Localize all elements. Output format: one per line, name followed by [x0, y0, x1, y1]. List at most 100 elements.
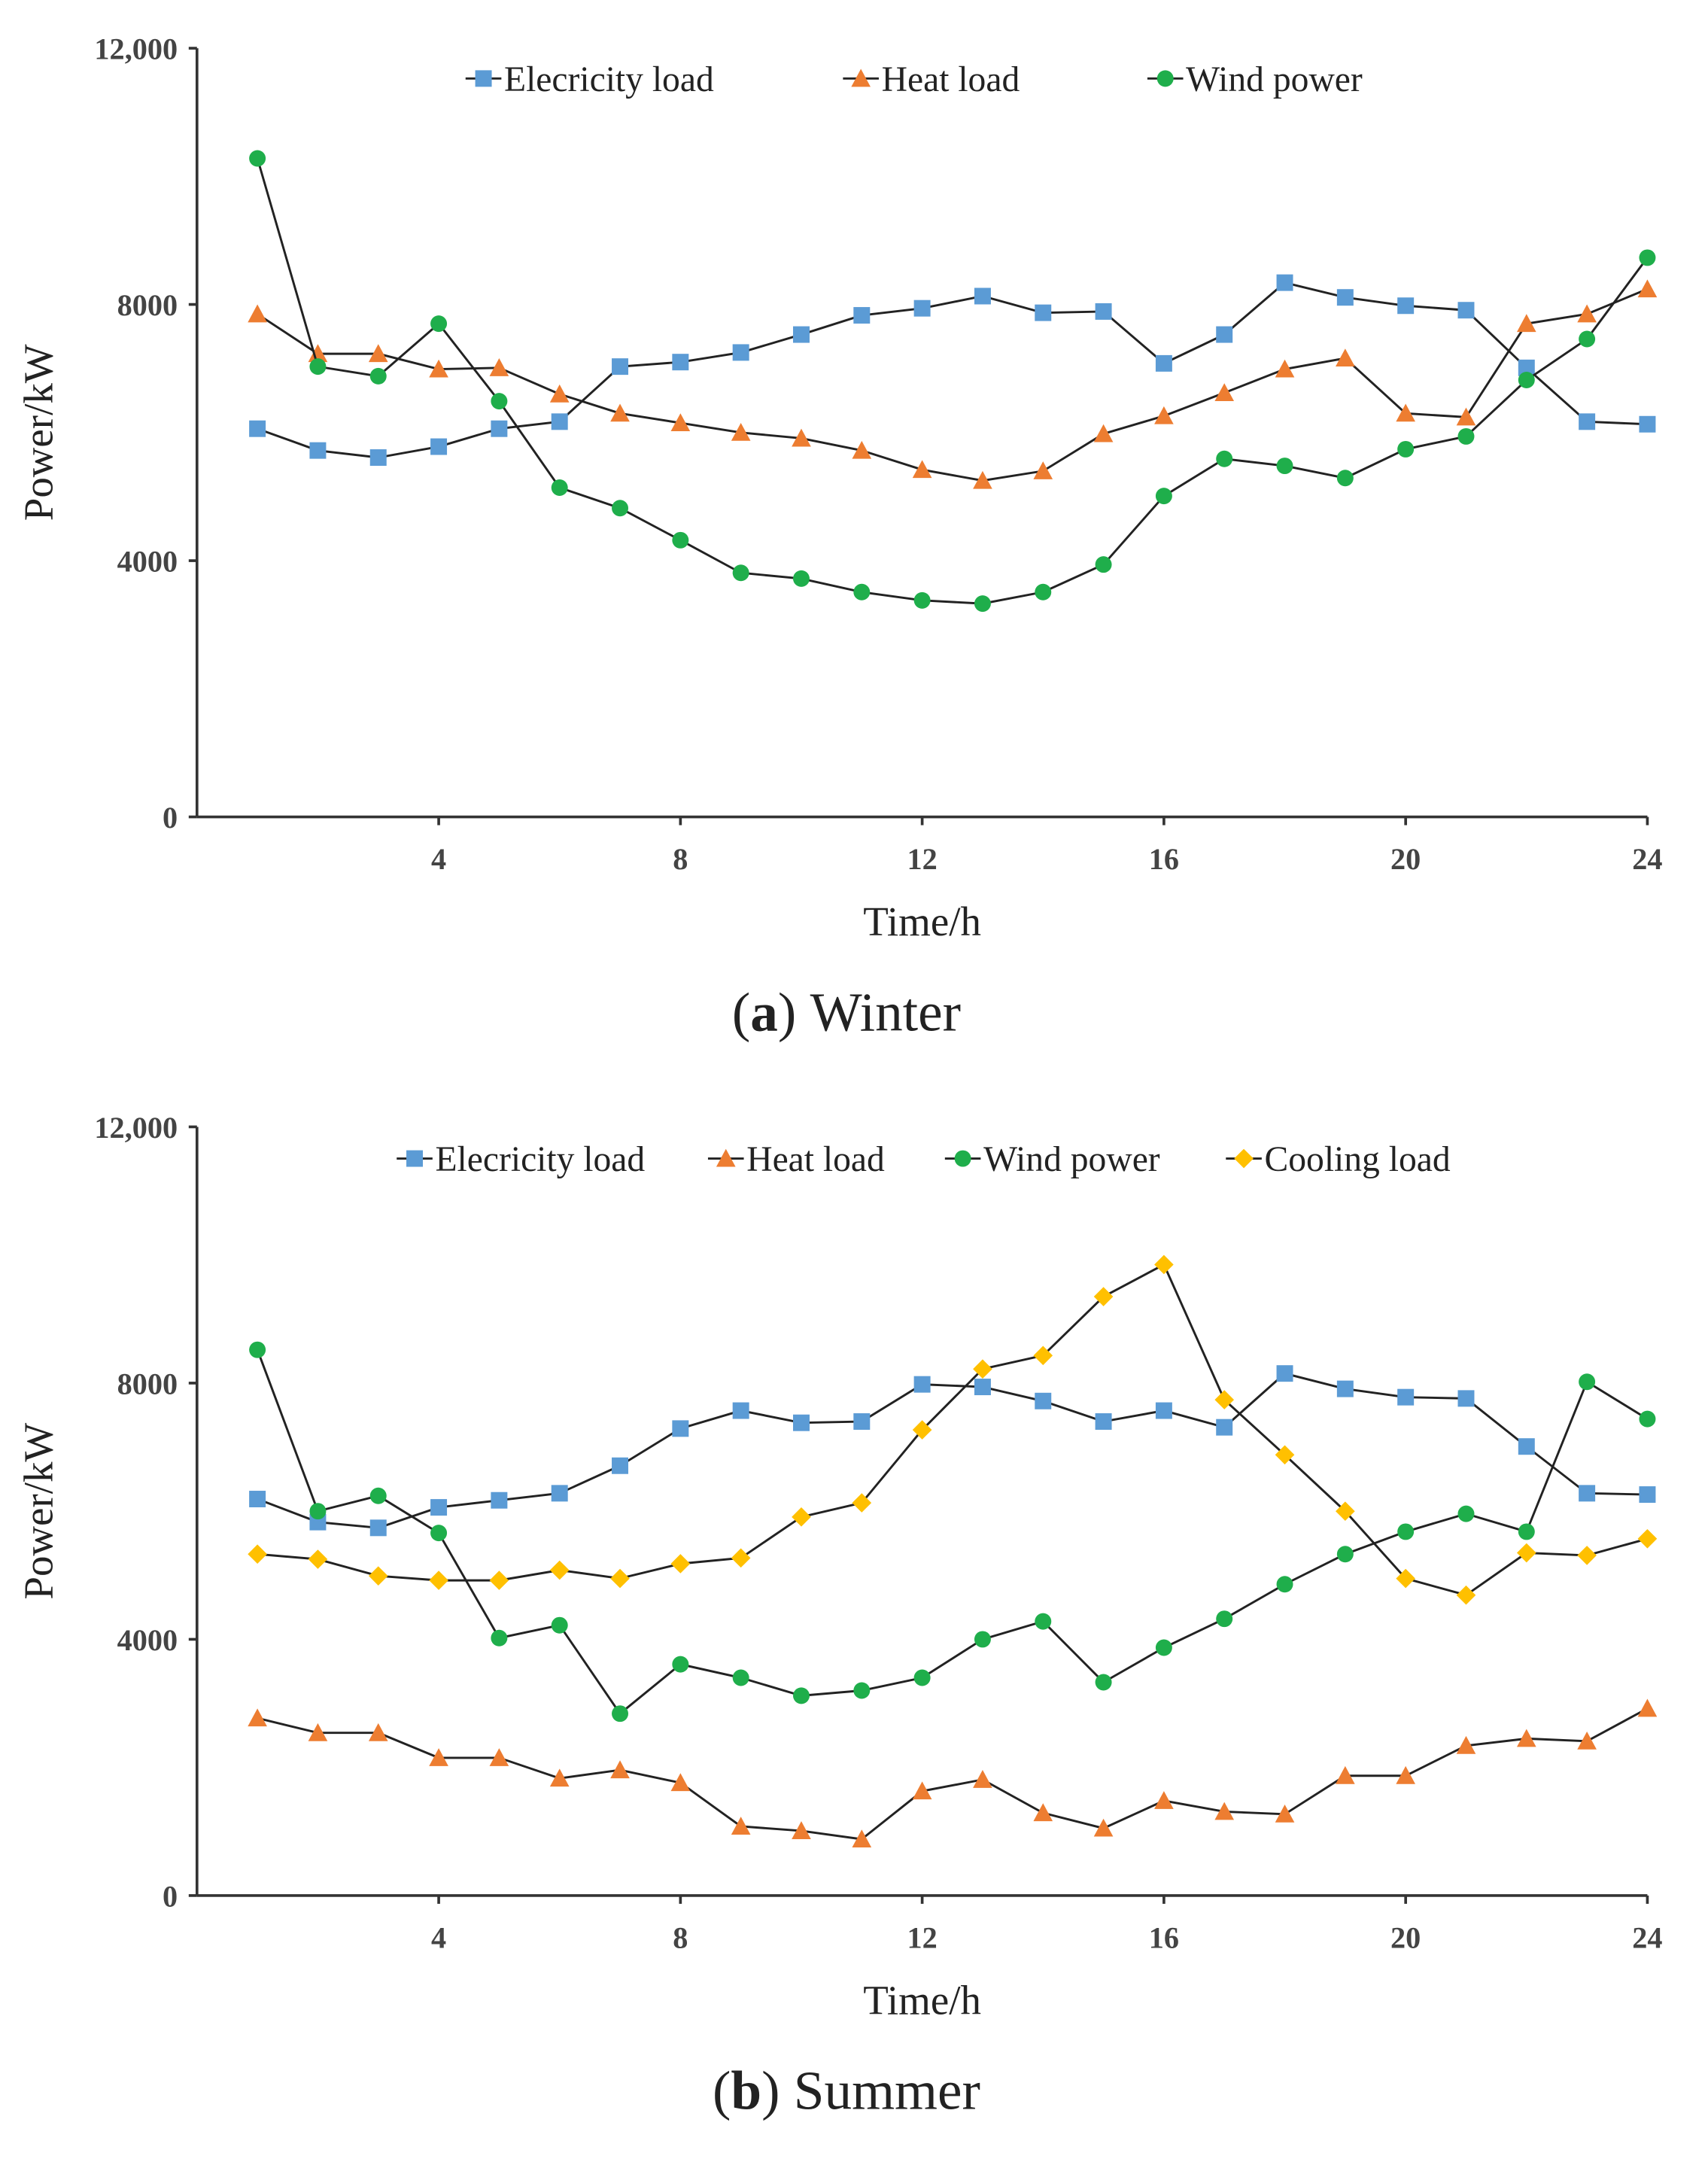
y-tick-label: 12,000: [94, 32, 178, 66]
data-point: [549, 384, 570, 403]
legend-label: Cooling load: [1265, 1140, 1451, 1179]
series-line: [256, 158, 1649, 605]
data-point: [792, 326, 810, 343]
series-line: [257, 281, 1648, 459]
data-point: [1035, 1613, 1052, 1630]
series-cooling-load: [248, 1254, 1658, 1605]
data-point: [1214, 383, 1235, 402]
data-point: [852, 1493, 872, 1513]
x-tick-label: 16: [1149, 1920, 1179, 1954]
data-point: [1154, 406, 1174, 424]
series-line: [257, 1707, 1649, 1841]
data-point: [1639, 1410, 1656, 1428]
data-point: [1216, 1419, 1233, 1436]
x-tick-label: 20: [1390, 842, 1421, 876]
data-point: [973, 1359, 992, 1379]
data-point: [1577, 304, 1597, 323]
data-point: [248, 304, 267, 323]
data-point: [913, 591, 931, 609]
data-point: [549, 1560, 570, 1580]
data-point: [309, 1503, 327, 1520]
x-tick-label: 24: [1632, 1920, 1662, 1954]
legend-label: Wind power: [1186, 60, 1363, 99]
data-point: [672, 1420, 689, 1437]
data-point: [248, 1544, 267, 1564]
series-line: [257, 1263, 1648, 1597]
figure-caption: (b) Summer: [713, 2060, 980, 2121]
y-tick-label: 0: [163, 801, 178, 835]
figure-caption: (a) Winter: [732, 981, 961, 1042]
data-point: [1336, 289, 1354, 306]
data-point: [249, 420, 266, 437]
data-point: [1216, 1610, 1233, 1628]
data-point: [1516, 1543, 1536, 1563]
data-point: [612, 1705, 629, 1723]
data-point: [913, 300, 931, 317]
data-point: [1033, 1803, 1053, 1822]
legend-label: Wind power: [983, 1140, 1160, 1179]
data-point: [1457, 302, 1475, 319]
data-point: [1579, 330, 1596, 348]
data-point: [1276, 274, 1293, 291]
data-point: [309, 358, 327, 376]
data-point: [672, 1656, 689, 1673]
caption-letter: b: [731, 2060, 761, 2121]
y-tick-label: 8000: [117, 1367, 178, 1401]
x-tick-label: 8: [673, 1920, 688, 1954]
data-point: [1155, 354, 1172, 372]
data-point: [853, 307, 871, 324]
data-point: [732, 344, 749, 361]
data-point: [1336, 1765, 1355, 1784]
data-point: [1095, 1674, 1112, 1691]
data-point: [491, 393, 508, 410]
caption-paren: ): [778, 981, 810, 1042]
x-tick-label: 16: [1149, 842, 1179, 876]
legend-item: Cooling load: [1226, 1140, 1451, 1179]
y-tick-label: 0: [163, 1880, 178, 1914]
data-point: [1579, 1485, 1596, 1502]
legend-item: Elecricity load: [465, 60, 714, 99]
data-point: [974, 287, 991, 305]
data-point: [670, 413, 691, 432]
legend-item: Heat load: [843, 60, 1020, 99]
data-point: [1637, 1698, 1658, 1717]
x-tick-label: 4: [431, 1920, 446, 1954]
data-point: [1155, 1402, 1172, 1419]
legend-label: Elecricity load: [435, 1140, 645, 1179]
data-point: [551, 1616, 568, 1634]
data-point: [491, 1491, 508, 1509]
data-point: [792, 1414, 810, 1431]
data-point: [1035, 1392, 1052, 1409]
y-axis-label: Power/kW: [16, 344, 62, 521]
data-point: [1093, 1287, 1114, 1306]
data-point: [1093, 1818, 1114, 1837]
data-point: [1396, 1568, 1415, 1589]
legend-marker: [1156, 70, 1174, 87]
data-point: [429, 1571, 448, 1590]
data-point: [1397, 1388, 1415, 1406]
data-point: [610, 1760, 630, 1779]
data-point: [1035, 304, 1052, 321]
data-point: [612, 500, 629, 517]
legend-marker: [954, 1150, 971, 1167]
legend-label: Heat load: [882, 60, 1020, 99]
data-point: [1637, 279, 1658, 298]
data-point: [792, 1687, 810, 1704]
data-point: [912, 460, 932, 479]
data-point: [489, 358, 509, 376]
data-point: [308, 344, 328, 363]
data-point: [792, 1507, 811, 1527]
data-point: [430, 315, 448, 333]
data-point: [249, 150, 266, 167]
data-point: [792, 428, 811, 447]
x-tick-label: 12: [907, 842, 937, 876]
data-point: [670, 1554, 691, 1574]
data-point: [1033, 1346, 1053, 1366]
data-point: [1396, 403, 1415, 422]
data-point: [369, 367, 387, 385]
series-heat-load: [248, 279, 1658, 489]
data-point: [1577, 1731, 1597, 1750]
data-point: [853, 583, 871, 601]
data-point: [1397, 440, 1415, 458]
legend-item: Elecricity load: [397, 1140, 645, 1179]
